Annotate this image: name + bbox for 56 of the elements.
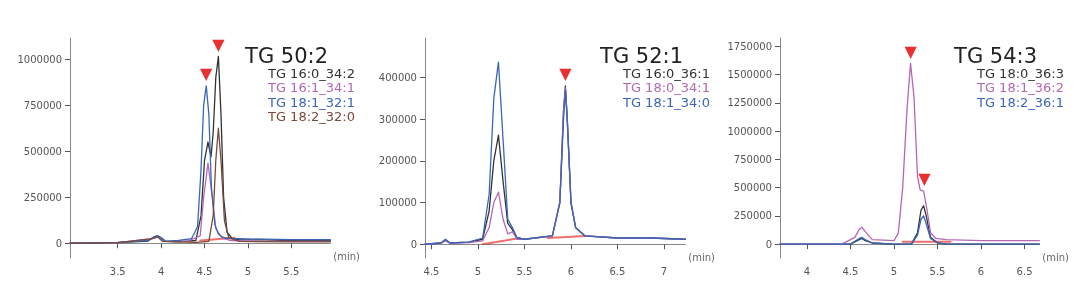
y-tick-label: 750000 — [733, 153, 772, 165]
x-tick-label: 4 — [803, 265, 811, 277]
text: TG 18:2_36:1 — [975, 94, 1065, 110]
x-axis-title: (min) — [688, 251, 716, 263]
x-tick-label: 5 — [890, 265, 898, 277]
y-tick-label: 1250000 — [727, 97, 772, 109]
x-tick-label: 6.5 — [1016, 265, 1033, 277]
text: TG 16:1_34:1 — [266, 80, 356, 95]
x-tick-label: 4.5 — [842, 265, 859, 277]
y-tick-label: 1500000 — [727, 69, 772, 81]
x-tick-label: 3.5 — [109, 265, 126, 277]
y-tick-label: 0 — [410, 238, 417, 250]
y-tick-label: 100000 — [378, 197, 417, 209]
y-tick-label: 200000 — [378, 155, 417, 167]
x-tick-label: 4.5 — [196, 265, 213, 277]
x-tick-label: 5.5 — [516, 265, 533, 277]
x-tick-label: 4 — [157, 265, 165, 277]
x-tick-label: 7 — [660, 265, 668, 277]
text: TG 18:1_32:1 — [266, 94, 356, 110]
x-tick-label: 6 — [977, 265, 985, 277]
annotation: ▼ — [918, 168, 932, 188]
annotation: ▼ — [212, 34, 226, 54]
y-tick-label: 500000 — [733, 182, 772, 194]
y-tick-label: 1000000 — [727, 125, 772, 137]
text: TG 16:0_34:2 — [266, 65, 356, 81]
annotation: ▼ — [904, 41, 918, 61]
y-tick-label: 500000 — [23, 145, 62, 157]
y-tick-label: 300000 — [378, 113, 417, 125]
chart-title: TG 52:1 — [599, 43, 683, 68]
text: TG 18:0_34:1 — [621, 80, 711, 95]
y-tick-label: 400000 — [378, 72, 417, 84]
annotation: ▼ — [200, 64, 214, 84]
chart-title: TG 54:3 — [953, 43, 1037, 68]
x-tick-label: 5 — [474, 265, 482, 277]
x-tick-label: 6.5 — [609, 265, 626, 277]
y-tick-label: 1000000 — [17, 53, 62, 65]
x-tick-label: 5.5 — [283, 265, 300, 277]
chart-title: TG 50:2 — [244, 43, 328, 68]
x-axis-title: (min) — [1042, 251, 1070, 263]
y-tick-label: 250000 — [23, 191, 62, 203]
text: TG 18:1_36:2 — [975, 80, 1065, 95]
text: TG 18:2_32:0 — [266, 109, 356, 124]
y-tick-label: 0 — [55, 237, 62, 249]
annotation: ▼ — [559, 64, 573, 84]
x-tick-label: 5 — [244, 265, 252, 277]
x-tick-label: 6 — [567, 265, 575, 277]
y-tick-label: 250000 — [733, 210, 772, 222]
text: TG 18:1_34:0 — [621, 94, 711, 110]
y-tick-label: 0 — [765, 238, 772, 250]
y-tick-label: 750000 — [23, 99, 62, 111]
x-tick-label: 5.5 — [929, 265, 946, 277]
text: TG 18:0_36:3 — [975, 65, 1065, 81]
x-axis-title: (min) — [333, 250, 361, 262]
text: TG 16:0_36:1 — [621, 65, 711, 81]
y-tick-label: 1750000 — [727, 40, 772, 52]
x-tick-label: 4.5 — [423, 265, 440, 277]
